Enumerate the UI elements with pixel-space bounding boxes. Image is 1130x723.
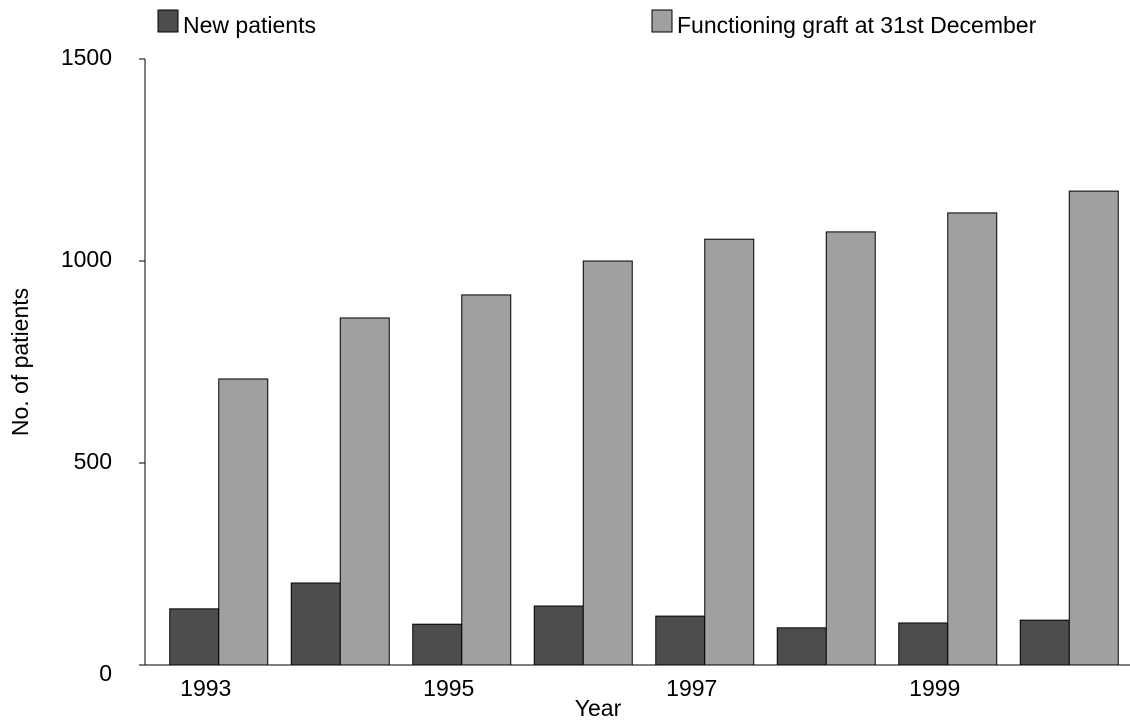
legend-swatch: [157, 9, 179, 33]
bar: [1068, 190, 1119, 666]
x-tick-label: 1993: [180, 675, 231, 701]
bar: [218, 378, 269, 666]
x-tick-label: 1999: [909, 675, 960, 701]
bar: [825, 231, 876, 666]
bar: [704, 238, 755, 666]
bar: [898, 622, 949, 666]
bar: [776, 627, 827, 666]
bar: [947, 212, 998, 666]
y-tick-label: 0: [99, 660, 112, 686]
bar: [1019, 619, 1070, 666]
bar: [582, 260, 633, 666]
bar: [339, 317, 390, 666]
bar: [461, 294, 512, 666]
bar: [533, 605, 584, 666]
y-tick-label: 1000: [61, 246, 112, 272]
x-axis-label: Year: [575, 695, 622, 721]
x-tick-label: 1995: [423, 675, 474, 701]
bar: [412, 623, 463, 666]
legend-label: New patients: [183, 12, 316, 38]
bar: [290, 582, 341, 666]
y-tick-label: 1500: [61, 44, 112, 70]
x-tick-label: 1997: [666, 675, 717, 701]
legend-swatch: [651, 9, 673, 33]
y-tick-label: 500: [74, 448, 112, 474]
y-axis-label: No. of patients: [7, 288, 33, 436]
bar: [655, 615, 706, 666]
legend-label: Functioning graft at 31st December: [677, 12, 1037, 38]
bar: [169, 608, 220, 666]
